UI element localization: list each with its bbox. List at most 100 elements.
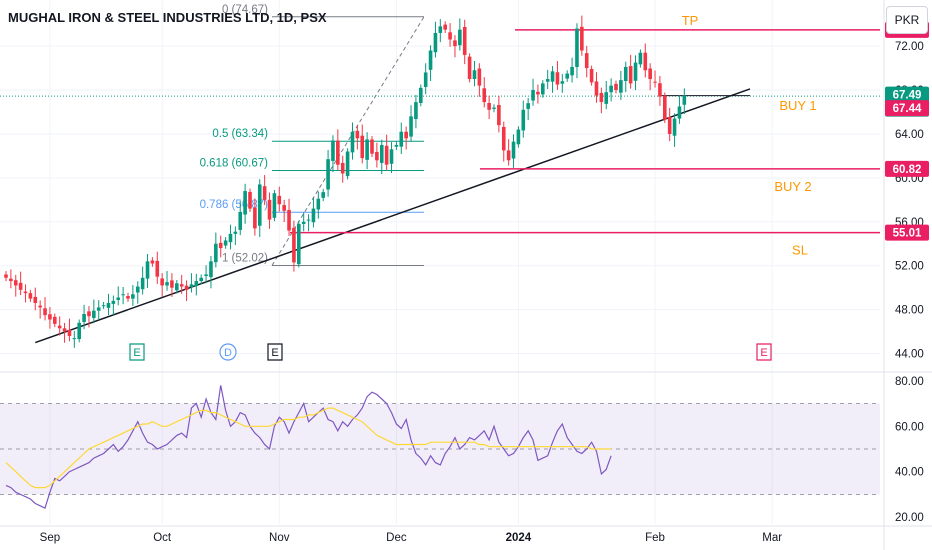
- candle-body: [487, 102, 491, 110]
- time-tick-label: Nov: [269, 532, 290, 544]
- price-tick-label: 52.00: [895, 261, 924, 273]
- candle-body: [13, 280, 18, 286]
- candle-body: [321, 192, 325, 198]
- candle-body: [184, 285, 189, 290]
- candle-body: [658, 83, 662, 97]
- candle-body: [365, 139, 369, 160]
- candle-body: [199, 277, 203, 282]
- candle-body: [477, 68, 482, 86]
- candle-body: [560, 81, 565, 84]
- candle-body: [521, 109, 526, 131]
- candle-body: [218, 242, 223, 249]
- candle-body: [23, 291, 28, 294]
- price-tag-bg: [885, 160, 929, 177]
- candle-body: [404, 131, 408, 139]
- time-tick-label: Mar: [762, 532, 782, 544]
- candle-body: [165, 282, 169, 286]
- candle-body: [204, 274, 208, 277]
- candle-body: [511, 141, 516, 159]
- level-annotation: BUY 1: [779, 98, 816, 113]
- candle-body: [355, 130, 360, 139]
- currency-button[interactable]: PKR: [886, 6, 928, 34]
- candle-body: [462, 27, 467, 55]
- drawings-layer: 0 (74.67) 0.5 (63.34) 0.618 (60.67) 0.786 (…: [0, 4, 880, 344]
- rsi-tick-label: 20.00: [895, 512, 924, 524]
- rsi-tick-label: 80.00: [895, 376, 924, 388]
- candle-body: [155, 260, 160, 277]
- candle-body: [62, 328, 67, 332]
- candle-body: [38, 305, 42, 308]
- rsi-tick-label: 60.00: [895, 421, 924, 433]
- candle-body: [48, 314, 52, 320]
- candle-body: [160, 278, 164, 286]
- candle-body: [228, 233, 233, 243]
- candle-body: [682, 95, 687, 105]
- time-tick-label: Sep: [40, 532, 60, 544]
- candle-body: [53, 316, 57, 324]
- chart-title: MUGHAL IRON & STEEL INDUSTRIES LTD, 1D, …: [8, 10, 327, 25]
- candle-body: [628, 66, 633, 84]
- price-tag-text: 55.01: [893, 228, 922, 240]
- candle-body: [4, 274, 8, 278]
- time-tick-label: 2024: [506, 532, 532, 544]
- candle-body: [550, 71, 555, 82]
- candle-body: [336, 140, 340, 165]
- time-tick-label: Feb: [645, 532, 665, 544]
- candle-body: [648, 68, 652, 80]
- candle-body: [326, 159, 330, 190]
- candle-body: [189, 284, 194, 288]
- level-annotation: TP: [682, 13, 699, 28]
- candle-body: [287, 209, 291, 231]
- candle-body: [277, 195, 282, 205]
- time-tick-label: Dec: [386, 532, 407, 544]
- candle-body: [306, 219, 311, 221]
- price-tick-label: 72.00: [895, 41, 924, 53]
- candle-body: [135, 286, 140, 293]
- candle-body: [467, 56, 472, 80]
- candle-body: [360, 135, 365, 159]
- candle-body: [555, 72, 560, 85]
- candle-body: [643, 52, 648, 71]
- candle-body: [584, 53, 589, 69]
- candle-body: [101, 305, 106, 307]
- candle-body: [526, 103, 530, 109]
- candle-body: [282, 205, 286, 211]
- candle-body: [638, 52, 643, 65]
- candle-body: [9, 278, 13, 282]
- candle-body: [541, 83, 545, 95]
- candles-layer: [4, 15, 687, 348]
- candle-body: [292, 227, 296, 263]
- fib-level-label: 0.786 (56.87): [200, 199, 269, 211]
- candle-body: [458, 29, 462, 46]
- candle-body: [633, 62, 638, 81]
- price-tag-text: 67.49: [893, 90, 922, 102]
- candle-body: [384, 145, 389, 165]
- candle-body: [604, 92, 609, 104]
- candle-body: [536, 91, 540, 95]
- rsi-line: [5, 385, 612, 509]
- candle-body: [214, 243, 218, 263]
- candle-body: [170, 280, 174, 288]
- candle-body: [472, 70, 477, 80]
- trend-line: [35, 88, 751, 344]
- candle-body: [531, 90, 535, 101]
- candle-body: [545, 79, 550, 82]
- candle-body: [140, 277, 145, 290]
- fib-level-label: 0.618 (60.67): [200, 158, 269, 170]
- candle-body: [194, 281, 199, 287]
- candle-body: [28, 293, 33, 299]
- level-annotation: BUY 2: [774, 179, 811, 194]
- candle-body: [570, 66, 574, 76]
- event-marker-label: E: [133, 347, 140, 359]
- candle-body: [233, 231, 238, 234]
- candle-body: [243, 191, 247, 215]
- candle-body: [419, 87, 423, 103]
- candle-body: [594, 81, 599, 96]
- candle-body: [262, 186, 267, 200]
- price-tick-label: 48.00: [895, 305, 924, 317]
- rsi-tick-label: 40.00: [895, 467, 924, 479]
- candle-body: [43, 308, 47, 316]
- candle-body: [345, 151, 350, 177]
- candle-body: [257, 184, 262, 226]
